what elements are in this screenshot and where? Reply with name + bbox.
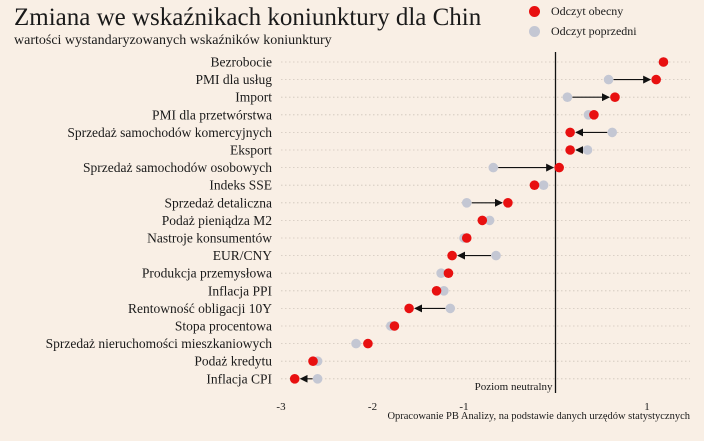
x-tick-label: 1 xyxy=(644,401,650,413)
category-label: Sprzedaż samochodów osobowych xyxy=(83,160,272,175)
category-label: Sprzedaż nieruchomości mieszkaniowych xyxy=(46,336,273,351)
current-dot xyxy=(565,145,575,155)
current-dot xyxy=(404,303,414,314)
neutral-label: Poziom neutralny xyxy=(475,381,553,393)
chart-title: Zmiana we wskaźnikach koniunktury dla Ch… xyxy=(14,4,482,31)
previous-dot xyxy=(484,215,495,226)
category-label: Inflacja CPI xyxy=(206,371,272,386)
current-dot xyxy=(289,374,300,384)
category-label: Inflacja PPI xyxy=(208,283,273,298)
current-dot xyxy=(554,162,564,173)
current-dot xyxy=(443,268,454,279)
current-dot xyxy=(431,286,442,296)
category-label: Stopa procentowa xyxy=(175,319,272,334)
category-label: Rentowność obligacji 10Y xyxy=(128,301,272,316)
category-label: EUR/CNY xyxy=(213,248,273,263)
legend-label-current: Odczyt obecny xyxy=(551,3,624,18)
category-label: Nastroje konsumentów xyxy=(147,231,272,246)
current-dot xyxy=(610,92,620,102)
current-dot xyxy=(589,110,599,120)
legend-item-previous: Odczyt poprzedni xyxy=(529,21,637,41)
category-label: Podaż kredytu xyxy=(194,354,272,369)
chart-subtitle: wartości wystandaryzowanych wskaźników k… xyxy=(14,33,332,48)
previous-dot xyxy=(603,74,614,85)
legend-item-current: Odczyt obecny xyxy=(529,1,637,21)
current-dot xyxy=(651,74,661,85)
category-label: PMI dla przetwórstwa xyxy=(152,107,272,122)
x-tick-label: -2 xyxy=(368,401,377,413)
category-label: Indeks SSE xyxy=(209,178,272,193)
category-label: Import xyxy=(235,90,272,105)
current-dot xyxy=(565,127,575,138)
current-dot xyxy=(389,321,400,331)
legend-swatch-current xyxy=(529,5,540,17)
x-tick-label: -1 xyxy=(459,401,468,413)
previous-dot xyxy=(439,286,449,296)
previous-dot xyxy=(488,162,499,173)
previous-dot xyxy=(436,268,446,279)
current-dot xyxy=(658,57,669,67)
current-dot xyxy=(529,180,540,190)
previous-dot xyxy=(491,250,501,261)
current-dot xyxy=(363,338,373,349)
category-label: Podaż pieniądza M2 xyxy=(162,213,272,228)
category-label: Bezrobocie xyxy=(211,55,272,70)
x-tick-label: -3 xyxy=(276,401,286,413)
legend-label-previous: Odczyt poprzedni xyxy=(551,23,637,38)
previous-dot xyxy=(538,180,549,190)
current-dot xyxy=(447,250,457,261)
previous-dot xyxy=(562,92,573,102)
current-dot xyxy=(461,233,472,243)
legend-swatch-previous xyxy=(529,25,540,37)
current-dot xyxy=(308,356,318,367)
legend: Odczyt obecny Odczyt poprzedni xyxy=(529,1,637,41)
previous-dot xyxy=(582,145,593,155)
category-label: Eksport xyxy=(230,143,272,158)
previous-dot xyxy=(607,127,618,138)
previous-dot xyxy=(312,374,323,384)
source-note: Opracowanie PB Analizy, na podstawie dan… xyxy=(387,411,690,422)
category-label: PMI dla usług xyxy=(195,72,272,87)
previous-dot xyxy=(445,303,456,314)
category-label: Produkcja przemysłowa xyxy=(142,266,272,281)
category-label: Sprzedaż samochodów komercyjnych xyxy=(67,125,272,140)
current-dot xyxy=(503,198,513,208)
previous-dot xyxy=(461,198,472,208)
previous-dot xyxy=(351,338,361,349)
category-label: Sprzedaż detaliczna xyxy=(164,195,272,210)
current-dot xyxy=(477,215,488,226)
